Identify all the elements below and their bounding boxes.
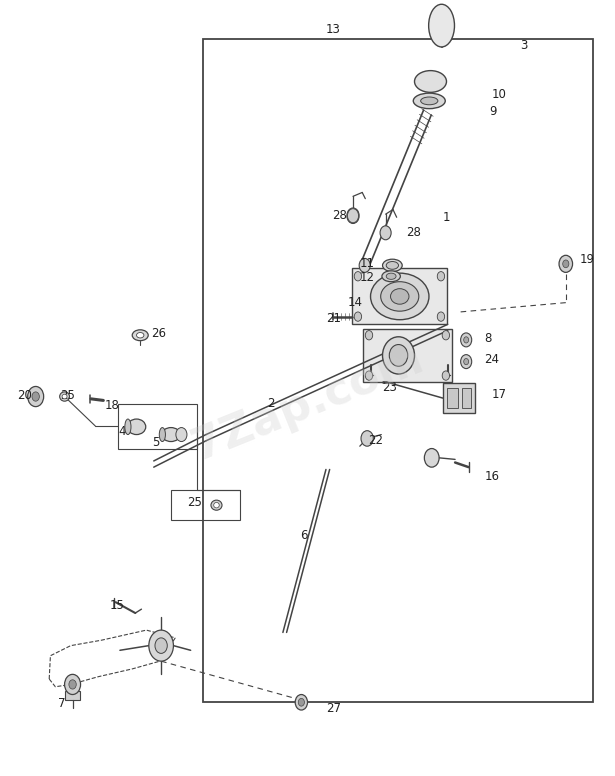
Circle shape bbox=[424, 449, 439, 467]
Circle shape bbox=[461, 333, 472, 347]
Circle shape bbox=[295, 695, 308, 710]
Ellipse shape bbox=[125, 419, 131, 435]
Circle shape bbox=[354, 312, 362, 321]
Circle shape bbox=[155, 638, 167, 653]
Circle shape bbox=[559, 255, 573, 272]
Ellipse shape bbox=[381, 282, 419, 311]
Circle shape bbox=[69, 680, 76, 689]
Ellipse shape bbox=[132, 330, 148, 341]
FancyBboxPatch shape bbox=[352, 268, 447, 324]
Circle shape bbox=[563, 260, 569, 268]
Text: 20: 20 bbox=[17, 390, 32, 402]
Text: 28: 28 bbox=[332, 210, 347, 222]
Circle shape bbox=[32, 392, 39, 401]
Text: 2: 2 bbox=[268, 397, 275, 410]
Text: 3: 3 bbox=[520, 39, 527, 51]
Ellipse shape bbox=[391, 289, 409, 304]
Text: 14: 14 bbox=[348, 296, 363, 309]
Ellipse shape bbox=[159, 428, 165, 442]
Circle shape bbox=[354, 272, 362, 281]
Ellipse shape bbox=[383, 337, 415, 374]
Ellipse shape bbox=[60, 392, 69, 401]
Text: 22: 22 bbox=[368, 435, 383, 447]
Text: 10: 10 bbox=[492, 88, 507, 101]
Ellipse shape bbox=[386, 273, 396, 279]
Circle shape bbox=[464, 337, 469, 343]
Text: 5: 5 bbox=[153, 436, 160, 449]
Ellipse shape bbox=[429, 5, 454, 47]
Ellipse shape bbox=[382, 271, 400, 282]
Text: 25: 25 bbox=[60, 390, 75, 402]
Ellipse shape bbox=[415, 71, 446, 92]
Text: 16: 16 bbox=[485, 470, 499, 483]
Text: 4: 4 bbox=[118, 425, 125, 438]
Circle shape bbox=[347, 208, 359, 223]
Circle shape bbox=[464, 359, 469, 365]
Text: 23: 23 bbox=[383, 381, 397, 393]
FancyBboxPatch shape bbox=[462, 388, 471, 408]
Ellipse shape bbox=[386, 262, 399, 269]
Circle shape bbox=[176, 428, 187, 442]
Circle shape bbox=[298, 698, 304, 706]
Circle shape bbox=[380, 226, 391, 240]
Text: 6: 6 bbox=[300, 529, 308, 542]
Text: 28: 28 bbox=[406, 227, 421, 239]
Text: 17: 17 bbox=[492, 389, 507, 401]
Text: 15: 15 bbox=[109, 599, 124, 611]
Text: 7Zap.com: 7Zap.com bbox=[186, 338, 429, 469]
Text: 8: 8 bbox=[485, 332, 492, 345]
Ellipse shape bbox=[370, 273, 429, 320]
Text: 11: 11 bbox=[360, 258, 375, 270]
Ellipse shape bbox=[389, 345, 408, 366]
Ellipse shape bbox=[421, 97, 438, 105]
FancyBboxPatch shape bbox=[443, 383, 475, 413]
Text: 12: 12 bbox=[360, 272, 375, 284]
Circle shape bbox=[365, 331, 373, 340]
Ellipse shape bbox=[211, 501, 222, 511]
Circle shape bbox=[361, 431, 373, 446]
Text: 7: 7 bbox=[58, 697, 66, 709]
Circle shape bbox=[28, 386, 44, 407]
Circle shape bbox=[65, 674, 81, 695]
Text: 27: 27 bbox=[326, 702, 341, 715]
Ellipse shape bbox=[383, 259, 402, 272]
Ellipse shape bbox=[62, 394, 67, 399]
Text: 21: 21 bbox=[326, 312, 341, 324]
Text: 19: 19 bbox=[579, 253, 594, 265]
Ellipse shape bbox=[214, 503, 219, 508]
Ellipse shape bbox=[127, 419, 146, 435]
Circle shape bbox=[442, 371, 450, 380]
Text: 26: 26 bbox=[151, 327, 165, 340]
Text: 9: 9 bbox=[489, 106, 496, 118]
Circle shape bbox=[359, 258, 370, 272]
Ellipse shape bbox=[162, 428, 180, 442]
Text: 25: 25 bbox=[188, 497, 202, 509]
FancyBboxPatch shape bbox=[65, 691, 80, 700]
Text: 24: 24 bbox=[485, 353, 499, 365]
Circle shape bbox=[149, 630, 173, 661]
Ellipse shape bbox=[137, 332, 144, 338]
FancyBboxPatch shape bbox=[363, 329, 452, 382]
Circle shape bbox=[365, 371, 373, 380]
FancyBboxPatch shape bbox=[447, 388, 458, 408]
Circle shape bbox=[461, 355, 472, 369]
Text: 13: 13 bbox=[326, 23, 341, 36]
Ellipse shape bbox=[413, 93, 445, 109]
Circle shape bbox=[437, 312, 445, 321]
Text: 18: 18 bbox=[105, 399, 119, 411]
Circle shape bbox=[437, 272, 445, 281]
Circle shape bbox=[442, 331, 450, 340]
Text: 1: 1 bbox=[443, 211, 450, 223]
